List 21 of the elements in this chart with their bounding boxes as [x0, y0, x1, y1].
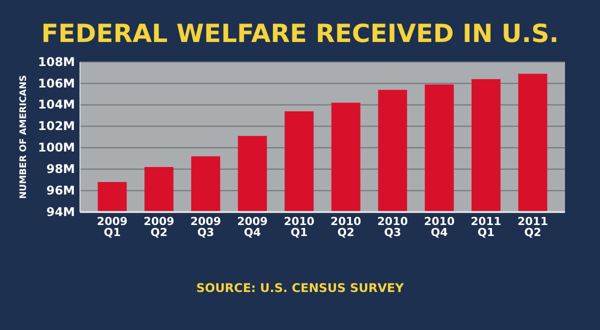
y-tick-label: 100M — [38, 140, 75, 155]
x-tick-label: 2011 Q2 — [517, 214, 548, 239]
x-tick-label: 2010 Q4 — [424, 214, 455, 239]
x-tick-label: 2010 Q2 — [330, 214, 362, 239]
x-tick-label: 2009 Q1 — [96, 214, 128, 239]
x-tick-label: 2010 Q3 — [377, 214, 408, 239]
x-tick-label: 2009 Q2 — [144, 214, 174, 239]
x-tick-label: 2011 Q1 — [470, 214, 502, 239]
y-tick-label: 96M — [46, 183, 75, 198]
source-note: SOURCE: U.S. CENSUS SURVEY — [196, 281, 404, 295]
y-tick-label: 94M — [46, 204, 75, 219]
x-tick-label: 2010 Q1 — [284, 214, 315, 239]
y-tick-label: 104M — [38, 98, 75, 112]
y-tick-label: 108M — [38, 54, 75, 69]
y-tick-label: 102M — [38, 119, 75, 134]
y-axis-title: NUMBER OF AMERICANS — [19, 75, 29, 199]
chart-title: FEDERAL WELFARE RECEIVED IN U.S. — [41, 19, 559, 48]
x-tick-label: 2009 Q4 — [237, 214, 268, 239]
x-tick-label: 2009 Q3 — [190, 214, 221, 239]
y-tick-label: 106M — [38, 76, 75, 90]
y-tick-label: 98M — [46, 162, 75, 176]
